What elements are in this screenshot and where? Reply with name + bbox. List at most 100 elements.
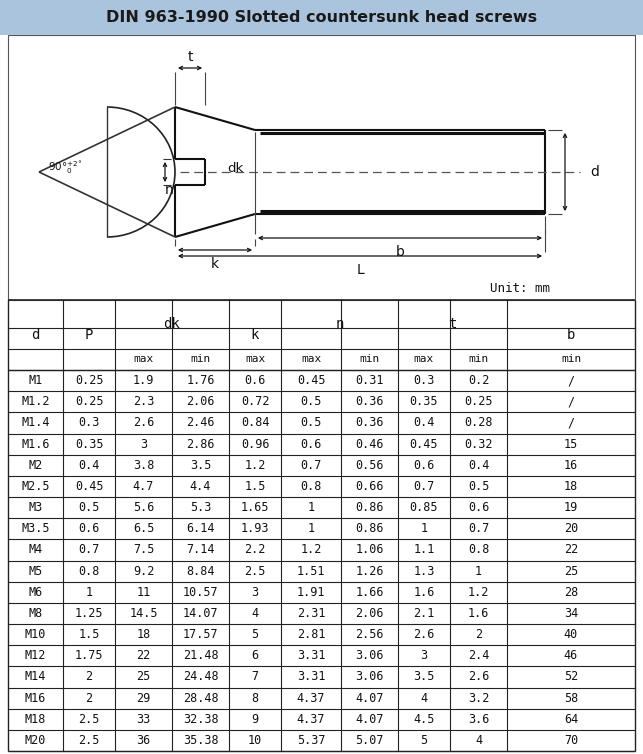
Text: 3.6: 3.6 [468, 713, 489, 726]
Text: 2: 2 [86, 670, 93, 683]
Text: 10: 10 [248, 734, 262, 747]
Text: 0.35: 0.35 [75, 437, 104, 451]
Text: 1.51: 1.51 [297, 565, 325, 578]
Text: min: min [561, 354, 581, 364]
Text: 2.3: 2.3 [133, 395, 154, 408]
Text: 2.5: 2.5 [78, 734, 100, 747]
Text: L: L [356, 263, 364, 277]
Text: 2.46: 2.46 [186, 416, 215, 430]
Text: M18: M18 [25, 713, 46, 726]
Text: 3.8: 3.8 [133, 458, 154, 472]
Text: 6.5: 6.5 [133, 523, 154, 535]
Text: 1.91: 1.91 [297, 586, 325, 599]
Text: 1: 1 [421, 523, 428, 535]
Text: 2.6: 2.6 [133, 416, 154, 430]
Text: 46: 46 [564, 649, 578, 662]
Text: 0.36: 0.36 [355, 416, 384, 430]
Text: 0.6: 0.6 [78, 523, 100, 535]
Bar [0, 0, 643, 35]
Text: 2: 2 [475, 628, 482, 641]
Text: 25: 25 [564, 565, 578, 578]
Text: M1.6: M1.6 [21, 437, 50, 451]
Text: 0.66: 0.66 [355, 480, 384, 493]
Text: 3.5: 3.5 [190, 458, 211, 472]
Bar [8, 35, 635, 300]
Text: M1.2: M1.2 [21, 395, 50, 408]
Text: 1.1: 1.1 [413, 544, 435, 556]
Text: 1.6: 1.6 [468, 607, 489, 620]
Text: 0.4: 0.4 [78, 458, 100, 472]
Text: 22: 22 [136, 649, 150, 662]
Text: 2.6: 2.6 [413, 628, 435, 641]
Text: 2.06: 2.06 [186, 395, 215, 408]
Text: 5.07: 5.07 [355, 734, 384, 747]
Text: min: min [190, 354, 211, 364]
Text: 0.86: 0.86 [355, 501, 384, 514]
Text: 1: 1 [475, 565, 482, 578]
Text: n: n [335, 317, 344, 332]
Text: 5: 5 [251, 628, 258, 641]
Text: 1: 1 [307, 501, 314, 514]
Text: 4.07: 4.07 [355, 713, 384, 726]
Text: 8.84: 8.84 [186, 565, 215, 578]
Text: 2.56: 2.56 [355, 628, 384, 641]
Text: 0.56: 0.56 [355, 458, 384, 472]
Text: 2.31: 2.31 [297, 607, 325, 620]
Text: 0.96: 0.96 [240, 437, 269, 451]
Text: 3: 3 [421, 649, 428, 662]
Text: 19: 19 [564, 501, 578, 514]
Text: 3.31: 3.31 [297, 649, 325, 662]
Text: M12: M12 [25, 649, 46, 662]
Text: M8: M8 [28, 607, 42, 620]
Text: 14.5: 14.5 [129, 607, 158, 620]
Text: 2.6: 2.6 [468, 670, 489, 683]
Text: 0.7: 0.7 [78, 544, 100, 556]
Text: dk: dk [163, 317, 181, 332]
Text: 1.2: 1.2 [244, 458, 266, 472]
Text: 4: 4 [251, 607, 258, 620]
Text: 1.2: 1.2 [468, 586, 489, 599]
Text: M2.5: M2.5 [21, 480, 50, 493]
Text: 52: 52 [564, 670, 578, 683]
Text: 0.5: 0.5 [468, 480, 489, 493]
Text: 2.5: 2.5 [78, 713, 100, 726]
Text: 9.2: 9.2 [133, 565, 154, 578]
Text: dk: dk [227, 161, 243, 174]
Text: min: min [359, 354, 379, 364]
Text: 6.14: 6.14 [186, 523, 215, 535]
Text: 7.5: 7.5 [133, 544, 154, 556]
Text: M6: M6 [28, 586, 42, 599]
Text: 4.07: 4.07 [355, 691, 384, 704]
Text: 1.2: 1.2 [300, 544, 322, 556]
Text: 1.5: 1.5 [244, 480, 266, 493]
Text: 0.31: 0.31 [355, 374, 384, 387]
Text: 0.36: 0.36 [355, 395, 384, 408]
Text: min: min [468, 354, 489, 364]
Text: 4.5: 4.5 [413, 713, 435, 726]
Text: 18: 18 [136, 628, 150, 641]
Text: 58: 58 [564, 691, 578, 704]
Text: 33: 33 [136, 713, 150, 726]
Text: 21.48: 21.48 [183, 649, 219, 662]
Text: 1.06: 1.06 [355, 544, 384, 556]
Text: 3.31: 3.31 [297, 670, 325, 683]
Text: 35.38: 35.38 [183, 734, 219, 747]
Text: d: d [32, 328, 40, 342]
Text: 0.5: 0.5 [300, 416, 322, 430]
Text: n: n [165, 183, 174, 197]
Text: 0.6: 0.6 [244, 374, 266, 387]
Text: 34: 34 [564, 607, 578, 620]
Text: 64: 64 [564, 713, 578, 726]
Text: 29: 29 [136, 691, 150, 704]
Text: /: / [567, 395, 575, 408]
Text: P: P [85, 328, 93, 342]
Text: 3: 3 [140, 437, 147, 451]
Text: 0.45: 0.45 [75, 480, 104, 493]
Text: 70: 70 [564, 734, 578, 747]
Text: 16: 16 [564, 458, 578, 472]
Text: 15: 15 [564, 437, 578, 451]
Text: 0.25: 0.25 [75, 374, 104, 387]
Text: 8: 8 [251, 691, 258, 704]
Text: 0.25: 0.25 [464, 395, 493, 408]
Text: 1.9: 1.9 [133, 374, 154, 387]
